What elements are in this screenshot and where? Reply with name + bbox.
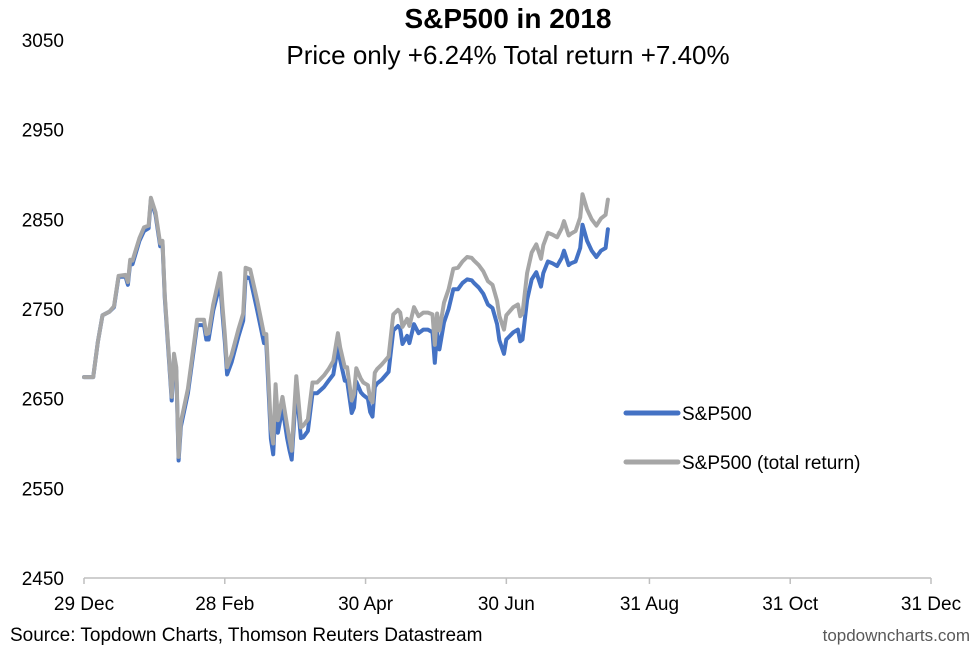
source-note: Source: Topdown Charts, Thomson Reuters …	[10, 625, 483, 646]
credit-link[interactable]: topdowncharts.com	[822, 626, 970, 645]
y-tick-label: 2450	[22, 569, 64, 590]
series-line-sp500-total-return	[82, 192, 610, 459]
y-tick-label: 2650	[22, 390, 64, 411]
legend: S&P500 S&P500 (total return)	[623, 404, 860, 474]
y-tick-label: 2950	[22, 121, 64, 142]
legend-label-sp500: S&P500	[682, 404, 752, 425]
legend-label-sp500-total-return: S&P500 (total return)	[682, 453, 860, 474]
x-axis: 29 Dec 28 Feb 30 Apr 30 Jun 31 Aug 31 Oct 31 D…	[54, 577, 961, 615]
x-tick-label: 29 Dec	[54, 594, 114, 615]
y-tick-label: 2550	[22, 479, 64, 500]
chart-subtitle: Price only +6.24% Total return +7.40%	[286, 40, 729, 70]
series-line-sp500	[82, 197, 610, 463]
chart-title: S&P500 in 2018	[404, 3, 611, 34]
y-tick-label: 3050	[22, 31, 64, 52]
y-tick-label: 2850	[22, 210, 64, 231]
x-tick-label: 30 Apr	[338, 594, 394, 615]
x-tick-label: 31 Aug	[620, 594, 679, 615]
plot-area	[82, 192, 610, 463]
y-axis: 2450 2550 2650 2750 2850 2950 3050	[22, 31, 64, 590]
x-tick-label: 31 Dec	[901, 594, 961, 615]
x-tick-label: 31 Oct	[762, 594, 819, 615]
x-tick-label: 28 Feb	[195, 594, 254, 615]
y-tick-label: 2750	[22, 300, 64, 321]
x-tick-label: 30 Jun	[478, 594, 535, 615]
